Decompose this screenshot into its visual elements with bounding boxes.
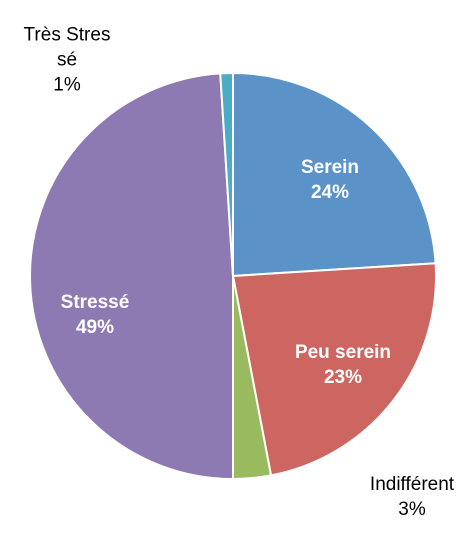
slice-label: Serein 24%: [270, 155, 390, 205]
category-label: Indifférent: [369, 474, 455, 495]
value-label: 23%: [323, 367, 363, 388]
pie-slice: [219, 71, 234, 277]
category-label: Stressé: [60, 292, 130, 313]
slice-label: Indifférent 3%: [364, 472, 460, 522]
pie-slice: [231, 262, 437, 477]
slice-label: Stressé 49%: [35, 290, 155, 340]
category-label: Serein: [300, 157, 360, 178]
category-label: Très Stressé: [23, 24, 111, 71]
value-label: 1%: [53, 74, 81, 96]
pie-slice: [29, 72, 234, 481]
value-label: 49%: [75, 317, 115, 338]
slice-label: Très Stressé 1%: [22, 23, 112, 98]
value-label: 3%: [398, 499, 426, 520]
slice-label: Peu serein 23%: [288, 340, 398, 390]
category-label: Peu serein: [294, 342, 392, 363]
pie-slice: [232, 71, 437, 278]
value-label: 24%: [310, 182, 350, 203]
